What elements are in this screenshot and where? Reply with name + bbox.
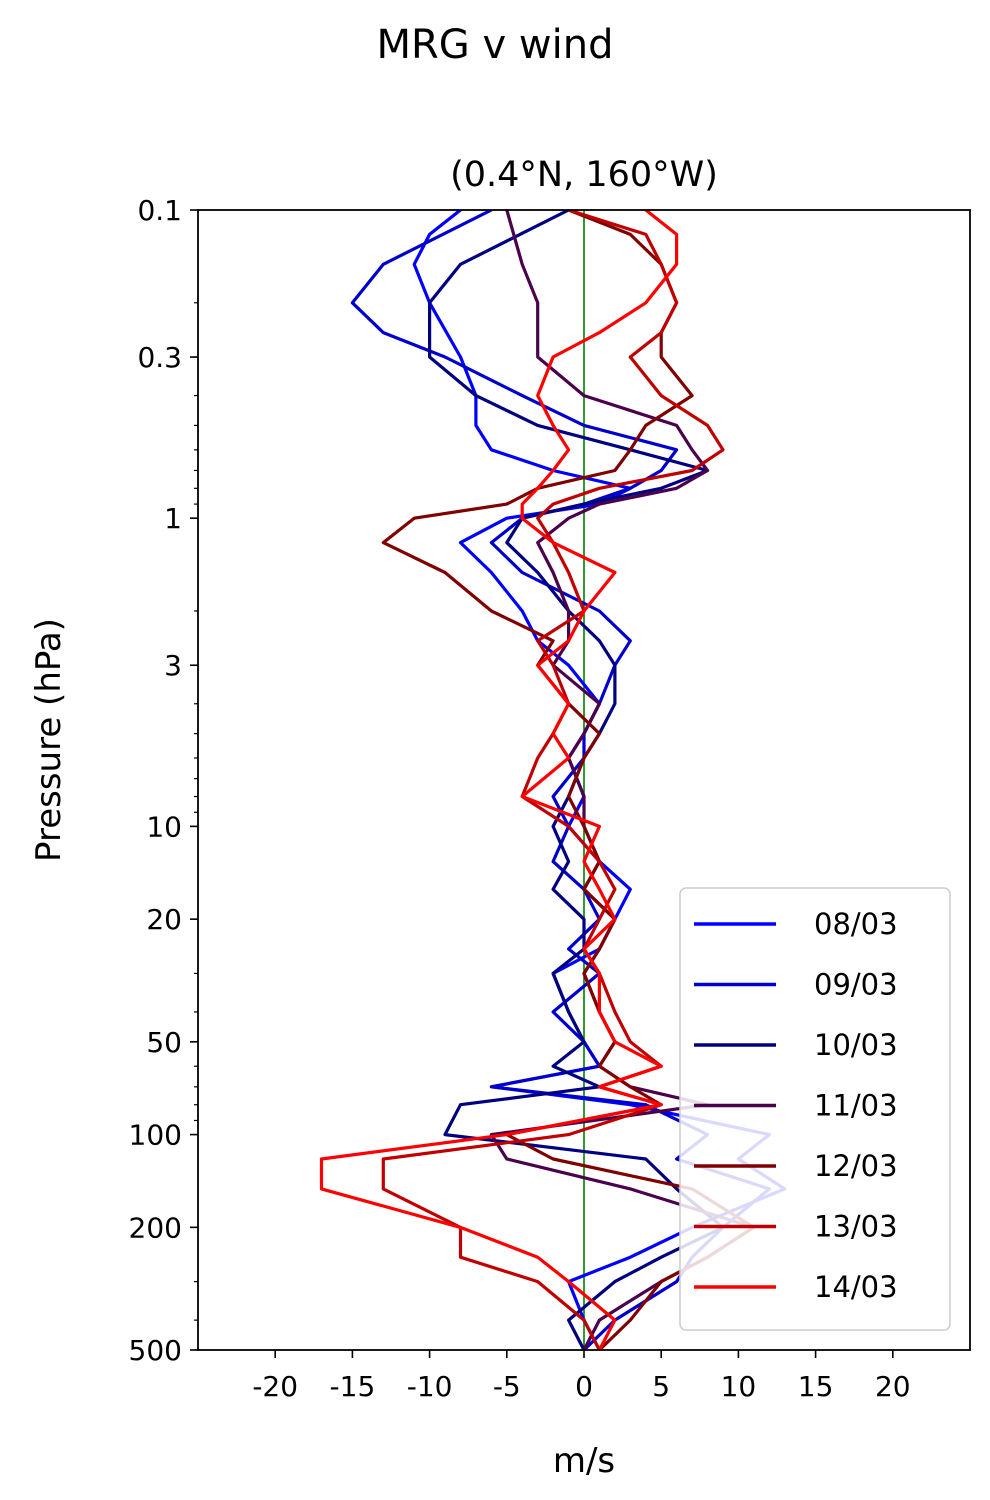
y-tick-label: 500 bbox=[129, 1334, 182, 1367]
y-tick-label: 10 bbox=[146, 810, 182, 843]
legend-entry-label: 09/03 bbox=[814, 968, 898, 1002]
x-tick-label: 15 bbox=[798, 1370, 834, 1403]
x-tick-label: -5 bbox=[493, 1370, 521, 1403]
legend-entry-label: 13/03 bbox=[814, 1210, 898, 1244]
y-axis-label: Pressure (hPa) bbox=[29, 618, 69, 862]
figure-suptitle: MRG v wind bbox=[376, 22, 614, 68]
y-tick-label: 0.1 bbox=[137, 194, 182, 227]
y-tick-label: 20 bbox=[146, 903, 182, 936]
y-tick-label: 100 bbox=[129, 1119, 182, 1152]
x-tick-label: 10 bbox=[721, 1370, 757, 1403]
y-tick-label: 1 bbox=[164, 502, 182, 535]
legend-entry-label: 14/03 bbox=[814, 1270, 898, 1304]
series-line-13-03 bbox=[381, 210, 725, 1350]
x-tick-label: -20 bbox=[252, 1370, 298, 1403]
y-tick-label: 50 bbox=[146, 1026, 182, 1059]
x-axis-label: m/s bbox=[553, 1441, 615, 1481]
x-tick-label: -10 bbox=[407, 1370, 453, 1403]
y-tick-label: 3 bbox=[164, 649, 182, 682]
legend-entry-label: 12/03 bbox=[814, 1149, 898, 1183]
plot-area bbox=[319, 210, 787, 1350]
series-line-12-03 bbox=[381, 210, 756, 1350]
legend-entry-label: 11/03 bbox=[814, 1089, 898, 1123]
x-tick-label: 5 bbox=[652, 1370, 670, 1403]
x-tick-label: 20 bbox=[875, 1370, 911, 1403]
x-axis: -20 -15 -10 -5 0 5 10 15 20 bbox=[252, 1350, 911, 1403]
axes-title: (0.4°N, 160°W) bbox=[450, 155, 718, 195]
series-line-14-03 bbox=[319, 210, 679, 1350]
series-line-11-03 bbox=[489, 210, 756, 1350]
legend: 08/03 09/03 10/03 11/03 12/03 13/03 14/03 bbox=[679, 887, 951, 1331]
y-axis: 0.1 0.3 1 3 10 20 50 100 200 500 bbox=[129, 194, 198, 1367]
x-tick-label: -15 bbox=[330, 1370, 376, 1403]
y-tick-label: 0.3 bbox=[137, 341, 182, 374]
legend-box bbox=[679, 887, 951, 1331]
x-tick-label: 0 bbox=[575, 1370, 593, 1403]
legend-entry-label: 10/03 bbox=[814, 1028, 898, 1062]
legend-entry-label: 08/03 bbox=[814, 907, 898, 941]
y-tick-label: 200 bbox=[129, 1211, 182, 1244]
